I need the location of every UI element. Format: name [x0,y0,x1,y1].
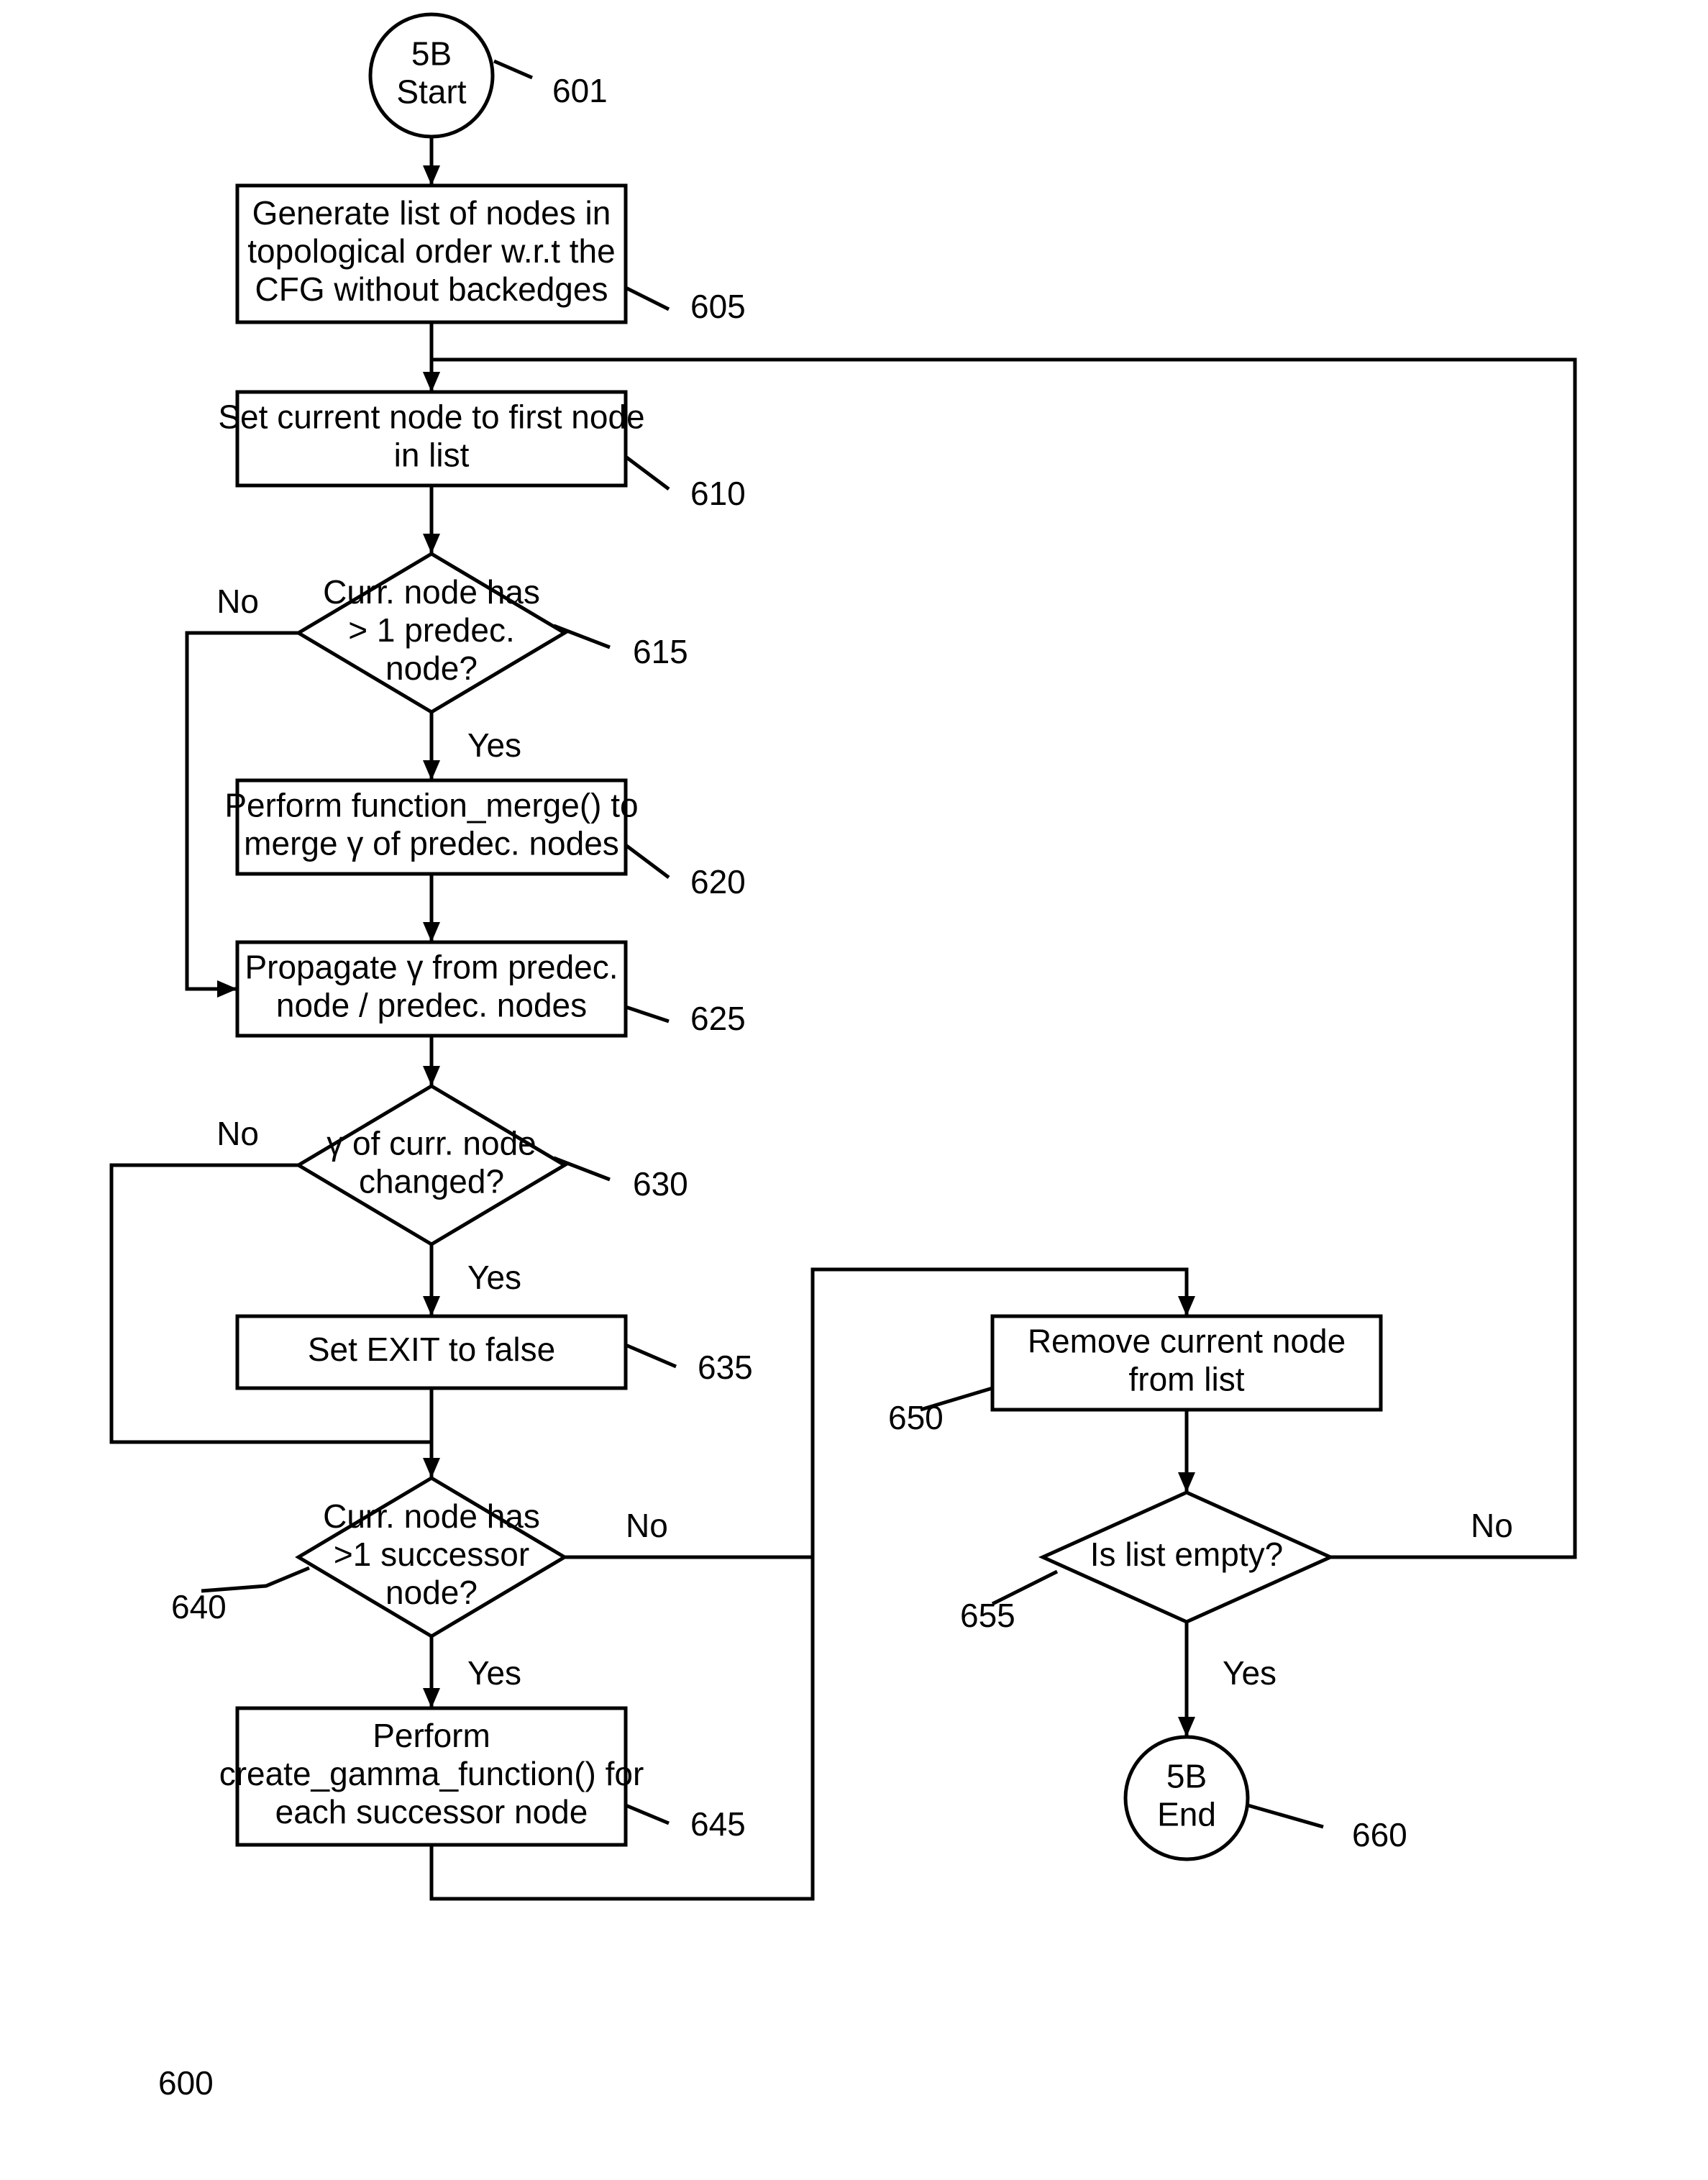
ref-label: 635 [698,1349,753,1386]
ref-label: 615 [633,633,688,670]
ref-label: 610 [690,475,746,512]
edge-label: No [626,1507,668,1544]
edge-label: No [216,583,259,620]
figure-label: 600 [158,2064,214,2102]
node-text: Propagate γ from predec.node / predec. n… [245,949,618,1024]
edge-label: No [1471,1507,1513,1544]
ref-label: 630 [633,1165,688,1203]
node-n601: 5BStart [370,14,493,137]
node-text: Curr. node has> 1 predec.node? [323,573,540,687]
node-n635: Set EXIT to false [237,1316,626,1388]
node-n655: Is list empty? [1043,1492,1330,1622]
ref-label: 620 [690,863,746,900]
ref-label: 605 [690,288,746,325]
node-text: Set EXIT to false [308,1331,555,1368]
node-n620: Perform function_merge() tomerge γ of pr… [224,780,638,874]
ref-label: 645 [690,1805,746,1843]
node-n660: 5BEnd [1125,1737,1248,1859]
edge-label: Yes [467,726,521,764]
ref-label: 660 [1352,1816,1407,1853]
ref-label: 650 [888,1399,944,1436]
ref-label: 601 [552,72,608,109]
node-n645: Performcreate_gamma_function() foreach s… [219,1708,644,1845]
edge-label: Yes [467,1259,521,1296]
node-n630: γ of curr. nodechanged? [298,1086,565,1244]
node-text: Perform function_merge() tomerge γ of pr… [224,787,638,862]
node-n605: Generate list of nodes intopological ord… [237,186,626,322]
node-text: Generate list of nodes intopological ord… [247,194,615,308]
ref-label: 640 [171,1588,227,1625]
edge-label: Yes [1223,1654,1277,1692]
node-n640: Curr. node has>1 successornode? [298,1478,565,1636]
ref-label: 655 [960,1597,1015,1634]
node-n625: Propagate γ from predec.node / predec. n… [237,942,626,1036]
node-n610: Set current node to first nodein list [218,392,644,485]
edge-label: No [216,1115,259,1152]
node-n650: Remove current nodefrom list [992,1316,1381,1410]
edge-label: Yes [467,1654,521,1692]
node-n615: Curr. node has> 1 predec.node? [298,554,565,712]
node-text: Is list empty? [1090,1536,1283,1573]
node-text: Curr. node has>1 successornode? [323,1497,540,1611]
ref-label: 625 [690,1000,746,1037]
